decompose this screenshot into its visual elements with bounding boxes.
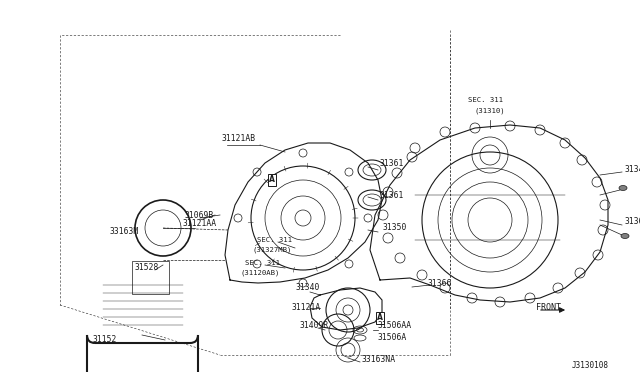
Text: 33163M: 33163M	[110, 228, 140, 237]
Text: (31120AB): (31120AB)	[240, 270, 280, 276]
Text: 31362M: 31362M	[625, 218, 640, 227]
Text: J3130108: J3130108	[572, 362, 609, 371]
Text: FRONT: FRONT	[536, 304, 561, 312]
Text: 31350: 31350	[383, 224, 408, 232]
Text: A: A	[269, 176, 275, 185]
Text: 31121A: 31121A	[292, 302, 321, 311]
Text: 31506A: 31506A	[378, 333, 407, 341]
Text: 31361: 31361	[380, 190, 404, 199]
Text: SEC. 311: SEC. 311	[257, 237, 292, 243]
Ellipse shape	[619, 186, 627, 190]
Text: 31366: 31366	[428, 279, 452, 289]
Text: 31340: 31340	[296, 283, 321, 292]
Text: 31340A: 31340A	[625, 166, 640, 174]
Text: A: A	[377, 314, 383, 323]
Text: 33163NA: 33163NA	[362, 356, 396, 365]
Ellipse shape	[621, 234, 629, 238]
Text: 31152: 31152	[93, 336, 117, 344]
Text: 31069B: 31069B	[185, 211, 214, 219]
Text: SEC. 311: SEC. 311	[245, 260, 280, 266]
Text: 31361: 31361	[380, 158, 404, 167]
Text: SEC. 311: SEC. 311	[468, 97, 503, 103]
Text: 31528: 31528	[135, 263, 159, 273]
Text: 31121AB: 31121AB	[222, 134, 256, 143]
Text: (31327MB): (31327MB)	[252, 247, 291, 253]
Text: (31310): (31310)	[475, 108, 506, 114]
Text: 31409R: 31409R	[300, 321, 329, 330]
Text: 31506AA: 31506AA	[378, 321, 412, 330]
Text: 31121AA: 31121AA	[183, 219, 217, 228]
